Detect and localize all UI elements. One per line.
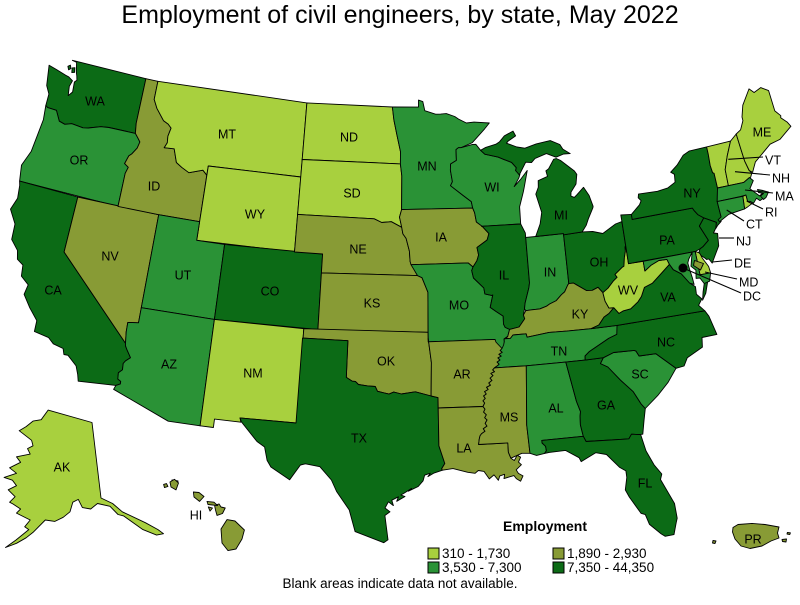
svg-text:AK: AK [54,461,71,475]
svg-text:GA: GA [597,399,616,413]
svg-text:Employment of civil engineers,: Employment of civil engineers, by state,… [121,1,678,29]
svg-text:WI: WI [484,181,499,195]
svg-text:OH: OH [590,256,609,270]
svg-text:IN: IN [544,266,557,280]
svg-text:FL: FL [638,477,653,491]
svg-text:NM: NM [243,367,262,381]
svg-text:AR: AR [453,368,470,382]
svg-text:NY: NY [683,187,701,201]
svg-text:VT: VT [765,154,781,168]
svg-text:NV: NV [101,250,119,264]
svg-text:MD: MD [739,276,758,290]
svg-text:NE: NE [349,243,366,257]
svg-text:IA: IA [435,231,447,245]
svg-text:WV: WV [618,284,639,298]
svg-text:WY: WY [245,208,266,222]
svg-text:CO: CO [261,285,280,299]
svg-text:TX: TX [351,432,368,446]
svg-text:Employment: Employment [503,518,587,534]
svg-text:310 - 1,730: 310 - 1,730 [442,546,510,561]
svg-text:WA: WA [85,95,105,109]
svg-text:NC: NC [657,336,675,350]
svg-text:7,350 - 44,350: 7,350 - 44,350 [567,560,654,575]
svg-text:UT: UT [175,269,192,283]
svg-text:PA: PA [659,234,675,248]
svg-text:PR: PR [744,533,761,547]
svg-text:CA: CA [44,284,62,298]
svg-text:MA: MA [775,190,794,204]
svg-text:DC: DC [743,290,761,304]
svg-text:MO: MO [449,299,469,313]
svg-text:SC: SC [631,368,648,382]
svg-text:OR: OR [70,154,89,168]
svg-text:ID: ID [148,180,161,194]
svg-text:MI: MI [554,209,568,223]
svg-text:OK: OK [377,355,396,369]
svg-text:VA: VA [660,291,676,305]
svg-text:IL: IL [499,269,509,283]
svg-text:LA: LA [456,442,472,456]
svg-text:HI: HI [190,509,203,523]
svg-text:KS: KS [364,297,381,311]
svg-text:AL: AL [548,402,563,416]
svg-text:NJ: NJ [736,235,751,249]
svg-text:KY: KY [572,308,589,322]
svg-text:MT: MT [218,128,236,142]
svg-text:ME: ME [753,126,772,140]
svg-text:ND: ND [340,131,358,145]
svg-text:NH: NH [772,172,790,186]
svg-text:MN: MN [417,160,436,174]
svg-text:1,890 - 2,930: 1,890 - 2,930 [567,546,647,561]
svg-text:RI: RI [765,206,778,220]
svg-text:3,530 - 7,300: 3,530 - 7,300 [442,560,522,575]
svg-text:AZ: AZ [161,358,177,372]
svg-text:CT: CT [746,218,763,232]
svg-text:MS: MS [500,411,519,425]
svg-text:DE: DE [734,257,751,271]
svg-text:SD: SD [343,187,360,201]
svg-text:Blank areas indicate data not: Blank areas indicate data not available. [283,576,518,591]
svg-text:TN: TN [551,345,568,359]
